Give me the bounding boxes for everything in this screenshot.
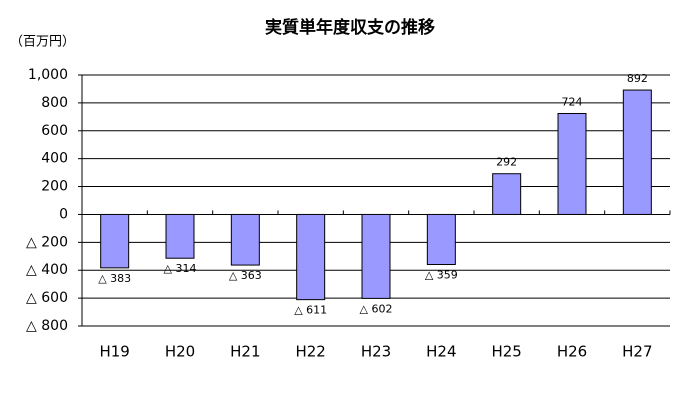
x-tick-label: H27 (622, 343, 652, 361)
y-tick-label: △ 200 (26, 234, 68, 250)
value-label: 292 (496, 156, 517, 169)
y-tick-label: △ 400 (26, 262, 68, 278)
value-label: △ 602 (360, 302, 393, 315)
chart-title: 実質単年度収支の推移 (265, 17, 435, 38)
value-label: △ 363 (229, 269, 262, 282)
x-tick-label: H22 (295, 343, 325, 361)
x-tick-label: H26 (557, 343, 587, 361)
value-label: △ 611 (294, 304, 327, 317)
value-label: △ 359 (425, 269, 458, 282)
y-tick-label: 1,000 (28, 67, 68, 83)
y-tick-label: 0 (59, 206, 68, 222)
bar (557, 112, 587, 215)
x-tick-label: H24 (426, 343, 456, 361)
bar (622, 89, 652, 215)
y-tick-label: 600 (41, 123, 68, 139)
value-label: △ 314 (164, 262, 197, 275)
value-label: 892 (627, 72, 648, 85)
unit-label: （百万円） (10, 35, 75, 50)
bar (426, 213, 456, 266)
value-label: △ 383 (98, 272, 131, 285)
bar (492, 173, 522, 215)
bar (100, 213, 130, 269)
bar (361, 213, 391, 299)
x-tick-label: H25 (491, 343, 521, 361)
y-tick-label: 800 (41, 95, 68, 111)
value-label: 724 (562, 95, 583, 108)
bar (165, 213, 195, 259)
bar (230, 213, 260, 266)
x-tick-label: H20 (165, 343, 195, 361)
y-tick-label: △ 600 (26, 290, 68, 306)
x-tick-label: H23 (361, 343, 391, 361)
y-tick-label: 400 (41, 151, 68, 167)
bar (296, 213, 326, 301)
x-tick-label: H19 (99, 343, 129, 361)
y-tick-label: 200 (41, 179, 68, 195)
y-tick-label: △ 800 (26, 318, 68, 334)
x-tick-label: H21 (230, 343, 260, 361)
